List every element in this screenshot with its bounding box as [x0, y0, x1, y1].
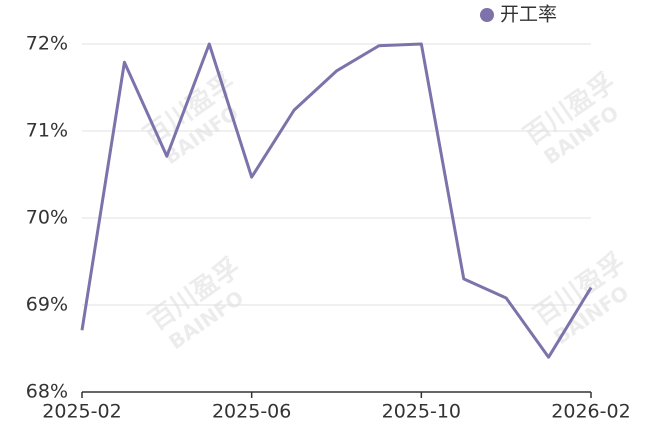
x-tick-label: 2025-10 — [382, 401, 461, 423]
x-tick-label: 2025-06 — [212, 401, 291, 423]
y-tick-label: 68% — [26, 381, 68, 403]
legend-label: 开工率 — [500, 4, 557, 26]
y-tick-label: 71% — [26, 120, 68, 142]
line — [80, 42, 593, 359]
y-tick-label: 69% — [26, 294, 68, 316]
y-tick-label: 70% — [26, 207, 68, 229]
y-tick-label: 72% — [26, 33, 68, 55]
legend-marker — [480, 8, 494, 22]
x-tick-label: 2026-02 — [551, 401, 630, 423]
x-tick-label: 2025-02 — [42, 401, 121, 423]
